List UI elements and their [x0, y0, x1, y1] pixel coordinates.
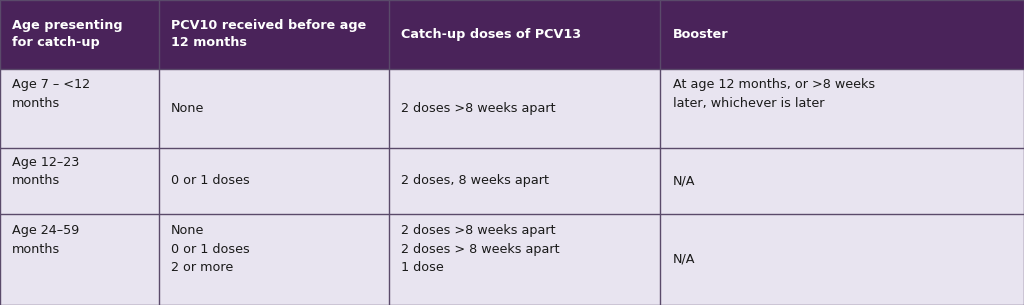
Text: N/A: N/A — [673, 253, 695, 266]
Text: Age 12–23
months: Age 12–23 months — [12, 156, 80, 187]
Bar — [389, 148, 660, 213]
Bar — [660, 148, 1024, 213]
Bar — [159, 0, 389, 69]
Text: 2 doses >8 weeks apart: 2 doses >8 weeks apart — [401, 102, 556, 115]
Bar — [389, 0, 660, 69]
Bar — [159, 148, 389, 213]
Bar — [0, 0, 159, 69]
Text: Catch-up doses of PCV13: Catch-up doses of PCV13 — [401, 28, 582, 41]
Text: Age presenting
for catch-up: Age presenting for catch-up — [12, 19, 123, 49]
Bar — [159, 69, 389, 148]
Text: 0 or 1 doses: 0 or 1 doses — [171, 174, 250, 187]
Text: Booster: Booster — [673, 28, 728, 41]
Text: 2 doses, 8 weeks apart: 2 doses, 8 weeks apart — [401, 174, 550, 187]
Bar — [159, 214, 389, 305]
Text: Age 24–59
months: Age 24–59 months — [12, 224, 80, 256]
Bar — [660, 214, 1024, 305]
Text: N/A: N/A — [673, 174, 695, 187]
Bar — [660, 0, 1024, 69]
Text: None: None — [171, 102, 205, 115]
Text: 2 doses >8 weeks apart
2 doses > 8 weeks apart
1 dose: 2 doses >8 weeks apart 2 doses > 8 weeks… — [401, 224, 560, 274]
Bar — [660, 69, 1024, 148]
Bar — [0, 148, 159, 213]
Text: None
0 or 1 doses
2 or more: None 0 or 1 doses 2 or more — [171, 224, 250, 274]
Text: At age 12 months, or >8 weeks
later, whichever is later: At age 12 months, or >8 weeks later, whi… — [673, 78, 874, 109]
Bar — [0, 214, 159, 305]
Text: PCV10 received before age
12 months: PCV10 received before age 12 months — [171, 19, 367, 49]
Text: Age 7 – <12
months: Age 7 – <12 months — [12, 78, 90, 109]
Bar — [389, 214, 660, 305]
Bar — [0, 69, 159, 148]
Bar — [389, 69, 660, 148]
